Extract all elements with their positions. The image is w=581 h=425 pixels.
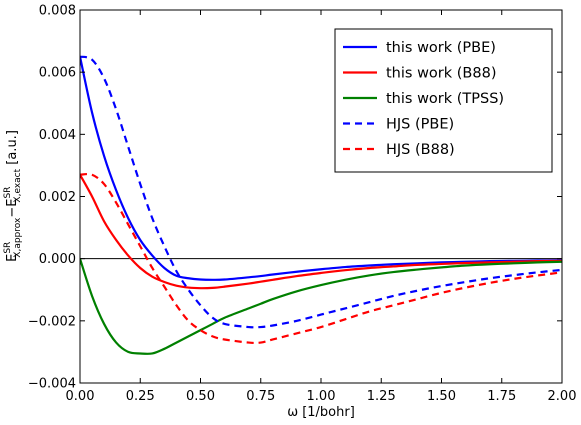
y-label-sup1: SR — [3, 242, 13, 254]
x-tick-label: 0.25 — [126, 389, 155, 404]
series-line-this-work-pbe — [80, 56, 562, 281]
y-label-minus: − — [5, 207, 20, 218]
y-label-e1: E — [5, 254, 20, 262]
plot-data-layer — [80, 55, 562, 355]
y-tick-label: 0.000 — [39, 252, 76, 267]
x-tick-label: 2.00 — [548, 389, 577, 404]
legend-label-this-work-pbe: this work (PBE) — [386, 40, 496, 56]
y-tick-label: 0.004 — [39, 128, 76, 143]
svg-text:ESRX,approx−ESRX,exact [a.u.]: ESRX,approx−ESRX,exact [a.u.] — [3, 130, 23, 262]
legend-label-this-work-tpss: this work (TPSS) — [386, 91, 504, 107]
legend-label-this-work-b88: this work (B88) — [386, 66, 496, 82]
y-label-sub2: X,exact — [13, 168, 23, 202]
x-tick-label: 0.50 — [186, 389, 215, 404]
series-line-hjs-b88 — [80, 172, 562, 345]
x-tick-label: 0.75 — [246, 389, 275, 404]
legend-label-hjs-b88: HJS (B88) — [386, 142, 455, 158]
y-label-unit: [a.u.] — [5, 130, 20, 169]
series-line-this-work-b88 — [80, 174, 562, 290]
y-tick-label: 0.002 — [39, 190, 76, 205]
legend-label-hjs-pbe: HJS (PBE) — [386, 117, 454, 133]
y-label-sup2: SR — [3, 187, 13, 199]
y-tick-label: −0.002 — [28, 314, 76, 329]
y-axis-label: ESRX,approx−ESRX,exact [a.u.] — [3, 130, 23, 262]
x-tick-label: 1.25 — [367, 389, 396, 404]
y-label-e2: E — [5, 199, 20, 207]
x-axis-label: ω [1/bohr] — [287, 405, 355, 420]
x-tick-label: 1.75 — [487, 389, 516, 404]
legend: this work (PBE) this work (B88) this work … — [334, 28, 553, 173]
y-tick-label: 0.008 — [39, 4, 76, 19]
series-line-this-work-tpss — [80, 258, 562, 355]
y-tick-label: −0.004 — [28, 377, 76, 392]
y-label-sub1: X,approx — [13, 217, 23, 258]
y-tick-label: 0.006 — [39, 66, 76, 81]
x-tick-label: 1.00 — [307, 389, 336, 404]
x-tick-label: 0.00 — [66, 389, 95, 404]
ticks: 0.00 0.25 0.50 0.75 1.00 1.25 1.50 1.75 2.00 −0.0… — [28, 4, 577, 405]
x-tick-label: 1.50 — [427, 389, 456, 404]
